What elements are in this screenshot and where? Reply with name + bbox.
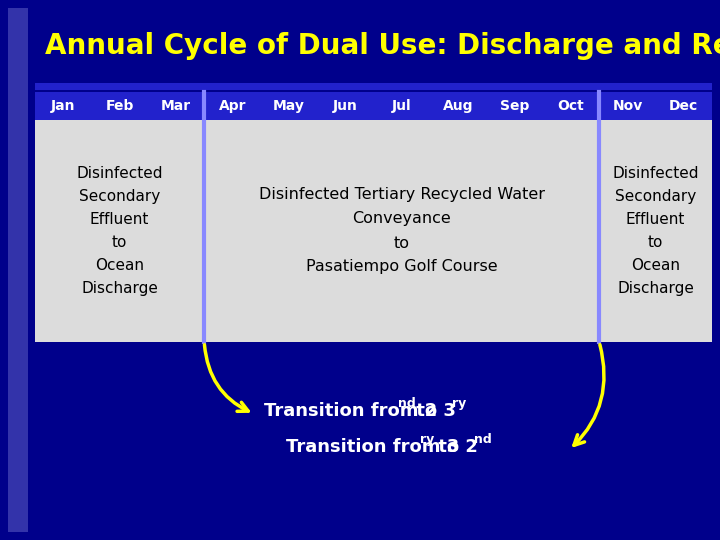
Text: Transition from 3: Transition from 3 bbox=[287, 438, 459, 456]
Text: Jan: Jan bbox=[51, 99, 76, 113]
Text: Disinfected Tertiary Recycled Water
Conveyance
to
Pasatiempo Golf Course: Disinfected Tertiary Recycled Water Conv… bbox=[258, 187, 545, 274]
Text: Annual Cycle of Dual Use: Discharge and Reuse: Annual Cycle of Dual Use: Discharge and … bbox=[45, 32, 720, 60]
Text: Oct: Oct bbox=[557, 99, 585, 113]
Text: May: May bbox=[273, 99, 305, 113]
Bar bbox=[35, 83, 712, 90]
Text: ry: ry bbox=[452, 397, 467, 410]
Bar bbox=[35, 120, 204, 342]
Text: Jun: Jun bbox=[333, 99, 358, 113]
Text: ry: ry bbox=[420, 433, 434, 446]
Text: to 3: to 3 bbox=[410, 402, 456, 420]
Bar bbox=[35, 92, 712, 120]
Bar bbox=[599, 120, 712, 342]
Bar bbox=[35, 10, 712, 82]
Text: Nov: Nov bbox=[612, 99, 642, 113]
Text: Jul: Jul bbox=[392, 99, 412, 113]
Text: nd: nd bbox=[398, 397, 416, 410]
Text: nd: nd bbox=[474, 433, 492, 446]
Text: Mar: Mar bbox=[161, 99, 191, 113]
Text: Aug: Aug bbox=[443, 99, 473, 113]
Bar bbox=[8, 8, 28, 532]
Text: to 2: to 2 bbox=[432, 438, 478, 456]
Text: Disinfected
Secondary
Effluent
to
Ocean
Discharge: Disinfected Secondary Effluent to Ocean … bbox=[612, 166, 699, 295]
Text: Disinfected
Secondary
Effluent
to
Ocean
Discharge: Disinfected Secondary Effluent to Ocean … bbox=[76, 166, 163, 295]
Text: Feb: Feb bbox=[105, 99, 134, 113]
Text: Transition from 2: Transition from 2 bbox=[264, 402, 438, 420]
Bar bbox=[204, 120, 599, 342]
Bar bbox=[35, 342, 712, 540]
Text: Sep: Sep bbox=[500, 99, 529, 113]
Text: Dec: Dec bbox=[669, 99, 698, 113]
Text: Apr: Apr bbox=[219, 99, 246, 113]
